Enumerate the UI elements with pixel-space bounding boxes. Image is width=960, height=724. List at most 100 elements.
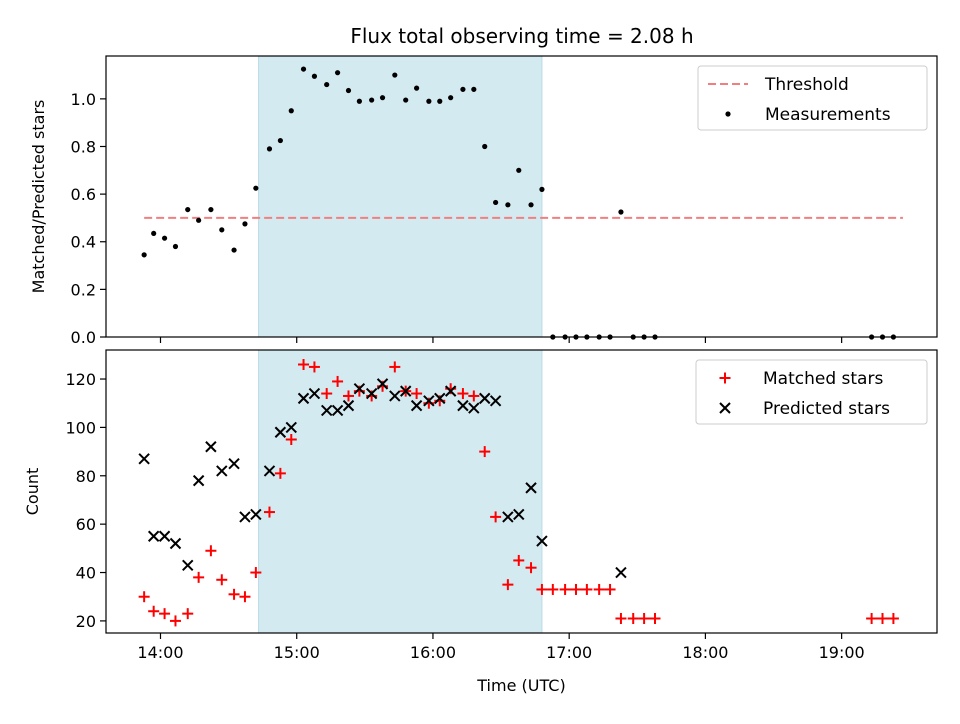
predicted-star-point xyxy=(239,511,251,523)
count-marks xyxy=(138,359,899,627)
measurement-point xyxy=(334,70,341,76)
y-tick-label: 120 xyxy=(65,370,96,389)
measurement-point xyxy=(379,95,386,101)
matched-star-point xyxy=(479,446,491,458)
ratio-panel: 0.0 0.2 0.4 0.6 0.8 1.0 Matched/Predicted sta… xyxy=(29,55,938,347)
measurement-point xyxy=(493,199,499,206)
matched-star-point xyxy=(250,567,262,579)
predicted-star-point xyxy=(274,426,287,438)
matched-star-point xyxy=(866,612,878,624)
predicted-star-point xyxy=(320,404,333,417)
measurement-point xyxy=(242,221,248,227)
matched-star-point xyxy=(604,583,616,595)
matched-star-point xyxy=(159,608,171,620)
y-tick-label: 60 xyxy=(76,515,96,534)
predicted-star-point xyxy=(192,474,205,487)
predicted-star-point xyxy=(147,530,160,542)
matched-star-point xyxy=(342,390,354,402)
measurement-point xyxy=(460,86,466,92)
x-tick-label: 16:00 xyxy=(410,643,456,662)
predicted-star-point xyxy=(331,404,344,417)
measurement-point xyxy=(482,143,488,150)
predicted-star-point xyxy=(615,566,627,579)
predicted-star-point xyxy=(365,387,378,400)
measurement-point xyxy=(618,209,624,215)
matched-star-point xyxy=(321,388,333,400)
predicted-star-point xyxy=(444,385,457,397)
matched-star-point xyxy=(308,361,320,373)
predicted-star-point xyxy=(250,508,262,521)
predicted-star-point xyxy=(182,559,194,571)
measurement-point xyxy=(277,137,283,144)
predicted-star-point xyxy=(353,382,366,395)
y-tick-label: 80 xyxy=(76,467,96,486)
ratio-x-ticks xyxy=(159,337,843,343)
y-tick-label: 100 xyxy=(65,418,96,437)
y-tick-label: 0.6 xyxy=(71,185,96,204)
matched-star-point xyxy=(581,583,593,595)
predicted-legend-swatch xyxy=(719,402,731,414)
matched-star-point xyxy=(887,612,899,624)
count-y-axis-label: Count xyxy=(23,468,42,516)
matched-star-point xyxy=(205,545,217,557)
measurement-point xyxy=(403,97,409,103)
measurement-point xyxy=(231,247,237,253)
predicted-star-point xyxy=(308,387,321,400)
ratio-marks xyxy=(141,66,903,340)
y-tick-label: 0.2 xyxy=(71,280,96,299)
matched-star-point xyxy=(285,433,297,445)
predicted-star-point xyxy=(342,399,355,412)
predicted-star-point xyxy=(158,530,171,542)
matched-star-point xyxy=(263,506,275,518)
ratio-legend-box xyxy=(697,65,928,131)
predicted-star-point xyxy=(536,535,548,547)
measurement-point xyxy=(253,185,259,191)
count-legend: Matched stars Predicted stars xyxy=(695,359,928,425)
y-tick-label: 0.4 xyxy=(71,233,96,252)
measurement-point xyxy=(288,108,294,114)
measurement-point xyxy=(414,85,420,91)
measurement-point xyxy=(185,206,191,213)
matched-star-point xyxy=(615,612,627,624)
matched-star-point xyxy=(457,388,469,400)
matched-star-point xyxy=(559,583,571,595)
matched-star-point xyxy=(332,375,344,387)
predicted-star-point xyxy=(479,392,491,405)
matched-star-point xyxy=(490,511,502,523)
x-tick-label: 17:00 xyxy=(546,643,592,662)
count-panel-frame xyxy=(105,349,938,634)
matched-star-point xyxy=(649,612,661,624)
x-tick-label: 14:00 xyxy=(137,643,183,662)
x-tick-label: 15:00 xyxy=(274,643,320,662)
matched-star-point xyxy=(138,591,150,603)
measurement-point xyxy=(311,73,318,79)
y-tick-label: 20 xyxy=(76,612,96,631)
predicted-star-point xyxy=(457,399,469,412)
count-legend-box xyxy=(695,359,928,425)
observing-window-shade xyxy=(258,349,543,634)
matched-star-point xyxy=(638,612,650,624)
ratio-y-axis-label: Matched/Predicted stars xyxy=(29,100,48,294)
count-y-axis: 20 40 60 80 100 120 xyxy=(65,370,106,631)
measurement-point xyxy=(345,87,352,94)
measurement-point xyxy=(392,72,398,78)
measurement-point xyxy=(208,206,214,213)
predicted-star-point xyxy=(434,392,446,405)
matched-star-point xyxy=(502,579,514,591)
matched-star-point xyxy=(216,574,228,586)
matched-star-point xyxy=(274,467,286,479)
ratio-panel-frame xyxy=(105,55,938,338)
matched-star-point xyxy=(570,583,582,595)
measurement-point xyxy=(266,146,273,152)
measurement-point xyxy=(471,86,477,92)
measurement-point xyxy=(448,95,454,101)
measurements-legend-swatch xyxy=(725,111,731,117)
predicted-star-point xyxy=(389,390,401,402)
predicted-star-point xyxy=(376,378,389,390)
measurement-point xyxy=(219,227,225,233)
measurement-point xyxy=(369,97,375,103)
measurements-legend-label: Measurements xyxy=(765,105,891,125)
matched-star-point xyxy=(182,608,194,620)
x-tick-label: 18:00 xyxy=(682,643,728,662)
